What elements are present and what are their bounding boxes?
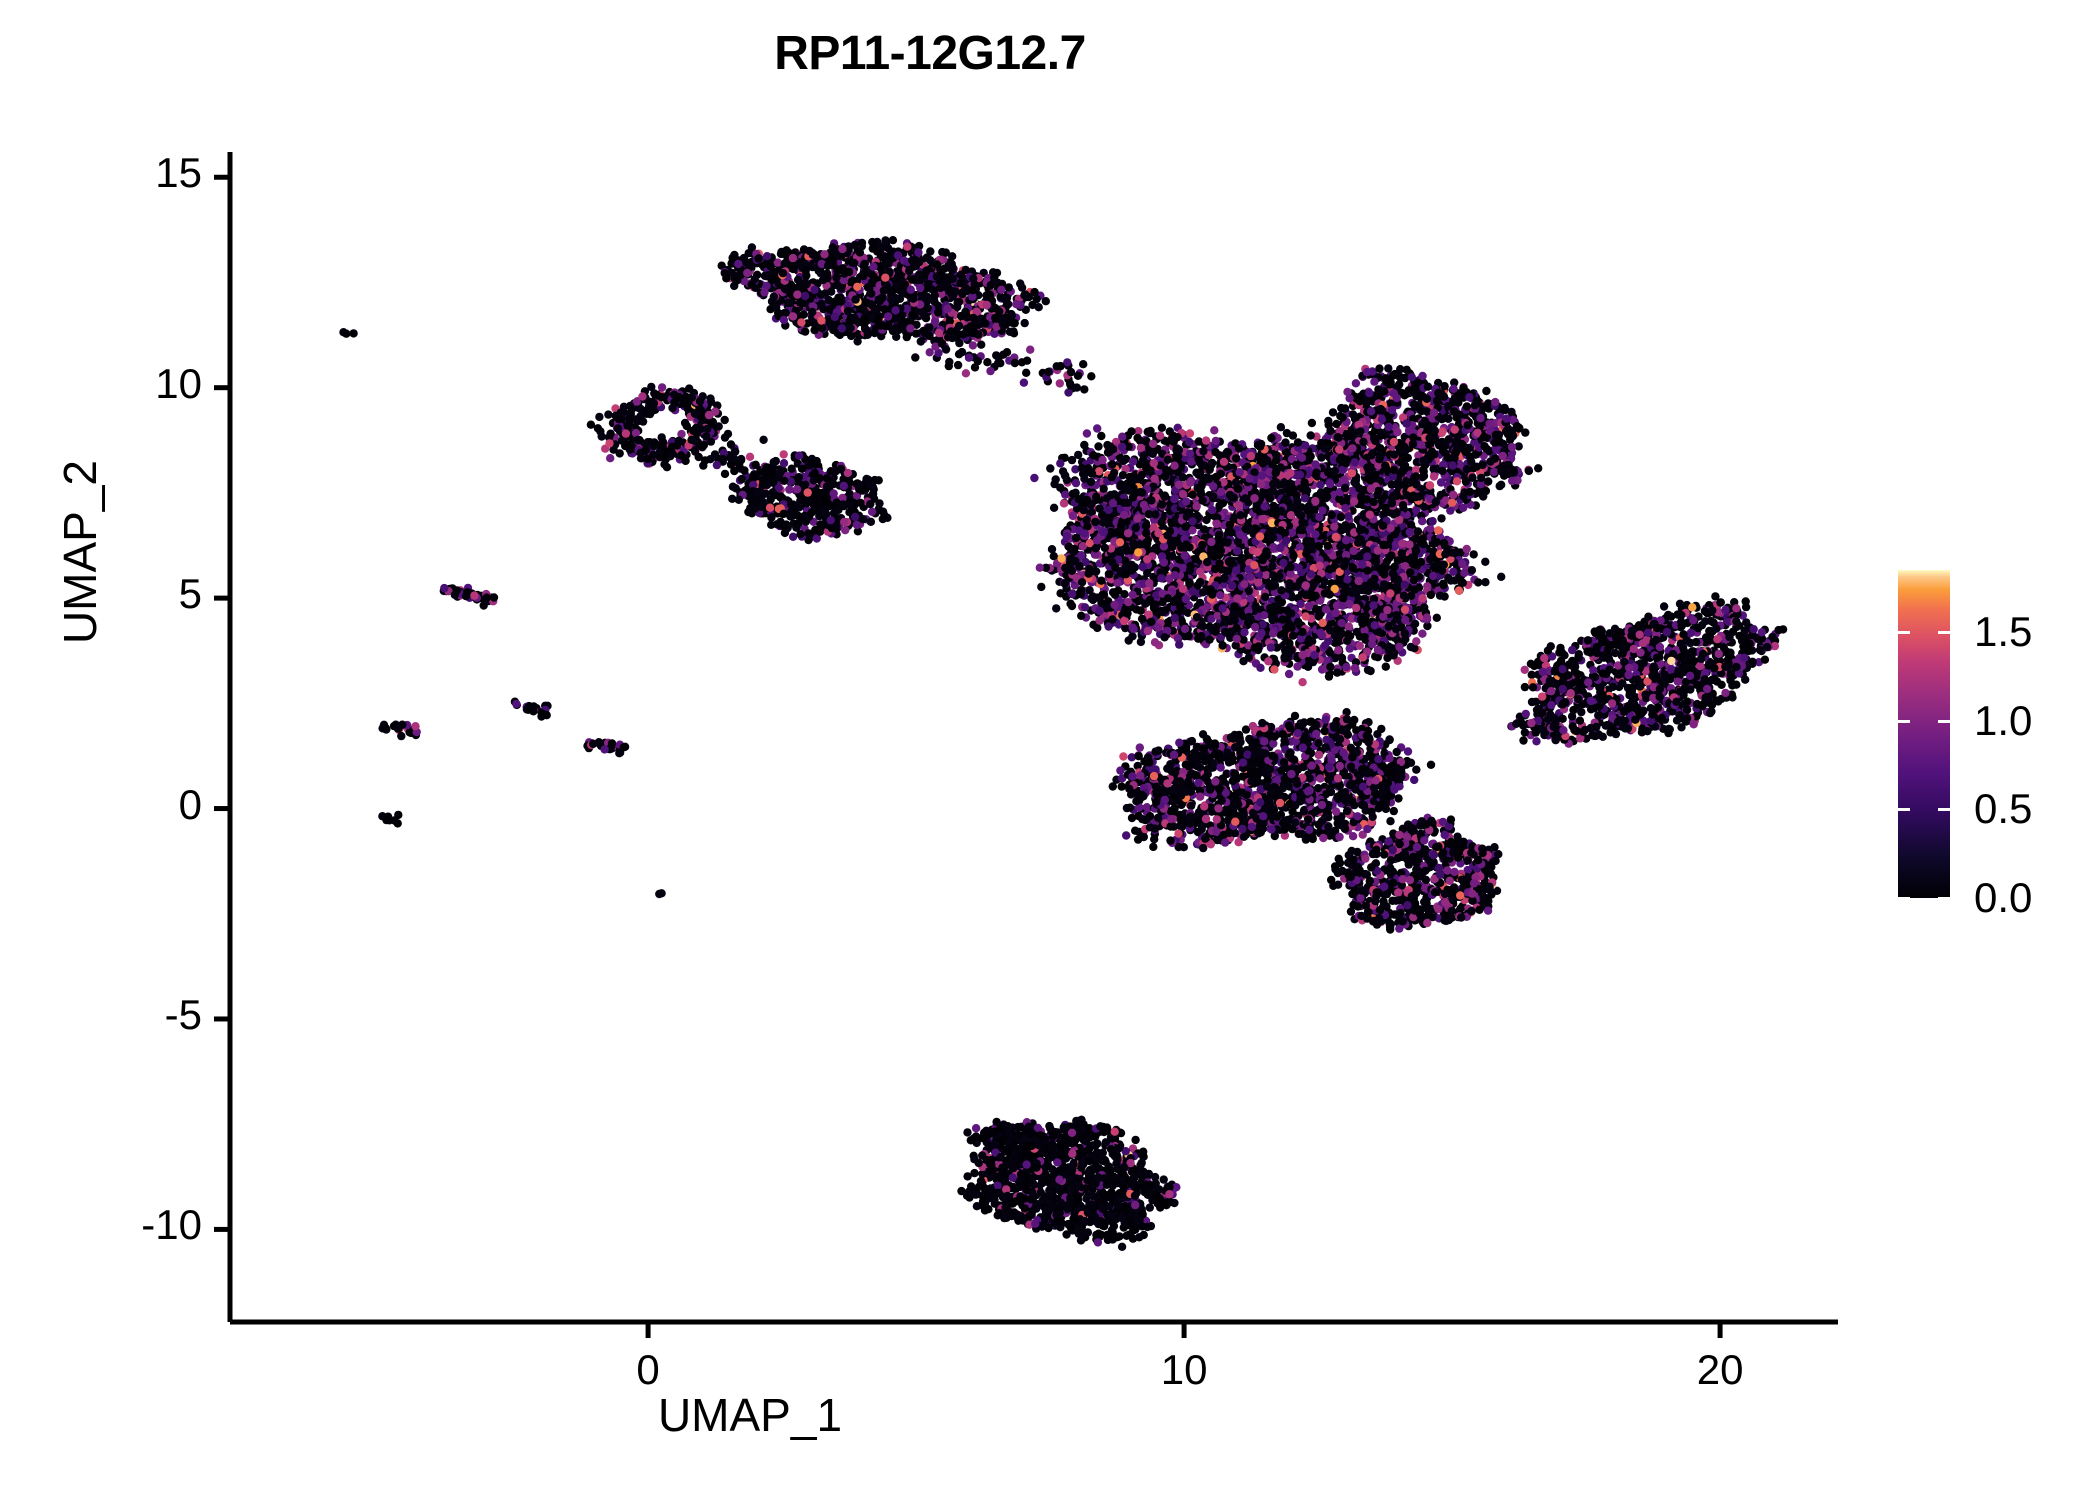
x-tick-label: 0 xyxy=(636,1346,660,1393)
colorbar-tick-mark xyxy=(1898,631,1910,635)
colorbar-tick-label: 1.0 xyxy=(1974,696,2033,744)
colorbar-tick-label: 1.5 xyxy=(1974,608,2033,656)
y-tick-label: -5 xyxy=(164,990,202,1038)
x-axis-title: UMAP_1 xyxy=(657,1389,843,1441)
colorbar-legend: 0.0 0.5 1.0 1.5 xyxy=(1898,570,2078,921)
colorbar-tick-mark xyxy=(1938,631,1950,635)
page-title: RP11-12G12.7 xyxy=(774,27,1086,80)
y-tick-label: -10 xyxy=(141,1201,202,1249)
y-axis-title: UMAP_2 xyxy=(54,459,106,645)
colorbar-tick-mark xyxy=(1898,719,1910,723)
x-tick-label: 20 xyxy=(1696,1346,1744,1393)
colorbar-tick-label: 0.0 xyxy=(1974,874,2033,921)
x-tick-label: 10 xyxy=(1160,1346,1208,1393)
y-tick-label: 10 xyxy=(155,359,202,407)
colorbar-tick-mark xyxy=(1938,897,1950,900)
tick-marks xyxy=(214,174,1723,1338)
colorbar-tick-mark xyxy=(1898,897,1910,900)
axis-lines xyxy=(227,152,1838,1325)
colorbar-tick-mark xyxy=(1938,808,1950,812)
colorbar-tick-label: 0.5 xyxy=(1974,785,2033,833)
y-tick-label: 5 xyxy=(178,570,202,618)
colorbar-tick-mark xyxy=(1898,808,1910,812)
data-points xyxy=(339,236,1788,1252)
colorbar-gradient xyxy=(1898,570,1950,898)
y-tick-label: 0 xyxy=(178,780,202,828)
y-tick-label: 15 xyxy=(155,149,202,197)
colorbar-tick-mark xyxy=(1938,719,1950,723)
